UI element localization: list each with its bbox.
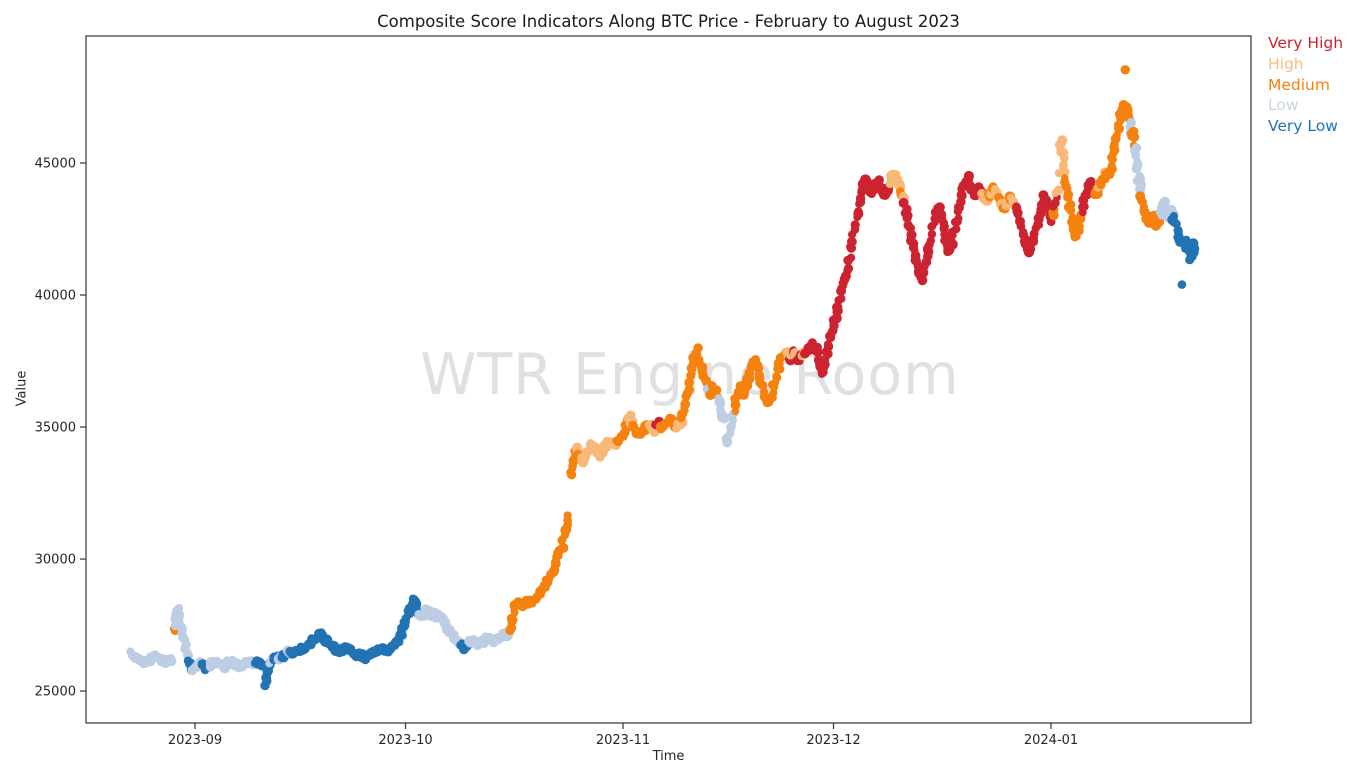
y-tick-label: 30000	[35, 553, 76, 568]
legend-item-very-low: Very Low	[1268, 117, 1338, 136]
y-axis-label: Value	[14, 370, 30, 407]
x-tick-label: 2024-01	[1024, 733, 1078, 748]
y-tick-label: 25000	[35, 685, 76, 700]
y-tick-label: 40000	[35, 289, 76, 304]
legend-item-low: Low	[1268, 96, 1299, 115]
x-tick-label: 2023-12	[806, 733, 860, 748]
x-axis-label: Time	[652, 749, 685, 764]
x-tick-label: 2023-10	[378, 733, 432, 748]
chart-title: Composite Score Indicators Along BTC Pri…	[377, 12, 960, 31]
scatter-points	[126, 65, 1200, 691]
legend-item-very-high: Very High	[1268, 34, 1344, 52]
legend-item-medium: Medium	[1268, 75, 1330, 94]
y-tick-label: 35000	[35, 421, 76, 436]
plot-border	[85, 35, 1252, 724]
legend-item-high: High	[1268, 54, 1304, 73]
x-tick-label: 2023-11	[596, 733, 650, 748]
y-tick-label: 45000	[35, 156, 76, 171]
legend: Very High High Medium Low Very Low	[1268, 33, 1343, 137]
x-tick-label: 2023-09	[168, 733, 222, 748]
